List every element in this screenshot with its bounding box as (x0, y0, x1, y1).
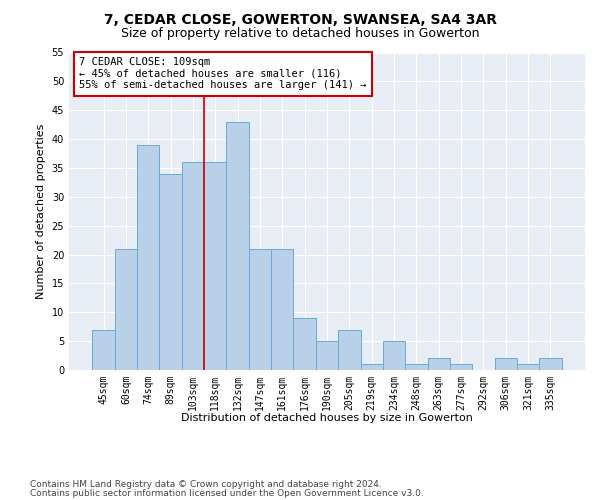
Text: Size of property relative to detached houses in Gowerton: Size of property relative to detached ho… (121, 28, 479, 40)
Bar (293, 318, 316, 370)
Bar (249, 249, 271, 370)
X-axis label: Distribution of detached houses by size in Gowerton: Distribution of detached houses by size … (181, 413, 473, 423)
Bar (517, 364, 539, 370)
Bar (160, 174, 182, 370)
Bar (115, 249, 137, 370)
Bar (494, 358, 517, 370)
Text: Contains HM Land Registry data © Crown copyright and database right 2024.: Contains HM Land Registry data © Crown c… (30, 480, 382, 489)
Bar (428, 358, 450, 370)
Bar (383, 341, 405, 370)
Bar (204, 162, 226, 370)
Text: Contains public sector information licensed under the Open Government Licence v3: Contains public sector information licen… (30, 488, 424, 498)
Bar (137, 145, 160, 370)
Text: 7 CEDAR CLOSE: 109sqm
← 45% of detached houses are smaller (116)
55% of semi-det: 7 CEDAR CLOSE: 109sqm ← 45% of detached … (79, 58, 367, 90)
Bar (450, 364, 472, 370)
Bar (539, 358, 562, 370)
Bar (316, 341, 338, 370)
Text: 7, CEDAR CLOSE, GOWERTON, SWANSEA, SA4 3AR: 7, CEDAR CLOSE, GOWERTON, SWANSEA, SA4 3… (104, 12, 497, 26)
Bar (338, 330, 361, 370)
Y-axis label: Number of detached properties: Number of detached properties (36, 124, 46, 299)
Bar (271, 249, 293, 370)
Bar (92, 330, 115, 370)
Bar (182, 162, 204, 370)
Bar (226, 122, 249, 370)
Bar (361, 364, 383, 370)
Bar (405, 364, 428, 370)
